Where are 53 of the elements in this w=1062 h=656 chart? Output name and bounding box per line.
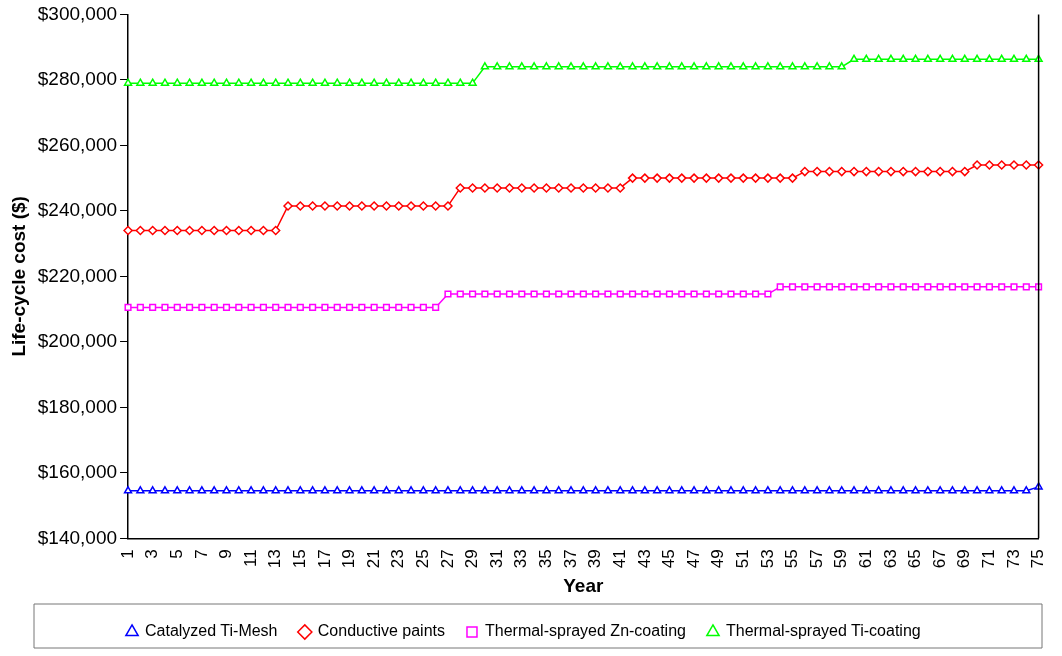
legend-label: Conductive paints [317, 622, 445, 640]
x-tick-label: 39 [585, 549, 605, 569]
x-tick-label: 63 [880, 549, 900, 569]
x-tick-label: 13 [265, 549, 285, 569]
x-tick-label: 47 [683, 549, 703, 569]
x-tick-label: 65 [905, 549, 925, 569]
x-tick-label: 23 [388, 549, 408, 569]
y-tick-label: $220,000 [37, 264, 118, 286]
x-axis-title: Year [563, 574, 604, 596]
y-tick-label: $280,000 [37, 68, 118, 90]
x-tick-label: 31 [486, 549, 506, 569]
x-tick-label: 17 [314, 549, 334, 569]
y-tick-label: $180,000 [37, 395, 118, 417]
x-tick-label: 25 [413, 549, 433, 569]
x-tick-label: 9 [216, 549, 236, 559]
x-tick-label: 57 [806, 549, 826, 569]
x-tick-label: 19 [339, 549, 359, 569]
y-tick-label: $200,000 [37, 330, 118, 352]
x-tick-label: 37 [560, 549, 580, 569]
x-tick-label: 59 [831, 549, 851, 569]
x-tick-label: 61 [856, 549, 876, 569]
x-tick-label: 43 [634, 549, 654, 569]
x-tick-label: 35 [536, 549, 556, 569]
x-tick-label: 21 [363, 549, 383, 569]
x-tick-label: 69 [954, 549, 974, 569]
y-tick-label: $240,000 [37, 199, 118, 221]
x-tick-label: 15 [290, 549, 309, 569]
x-tick-label: 27 [437, 549, 457, 569]
legend-label: Catalyzed Ti-Mesh [145, 622, 278, 640]
x-tick-label: 49 [708, 549, 728, 569]
x-tick-label: 55 [782, 549, 802, 569]
x-tick-label: 7 [191, 549, 211, 559]
legend-label: Thermal-sprayed Zn-coating [484, 622, 686, 640]
x-tick-label: 51 [732, 549, 752, 569]
y-tick-label: $140,000 [37, 526, 118, 548]
x-tick-label: 53 [757, 549, 777, 569]
y-tick-label: $160,000 [37, 461, 118, 483]
x-tick-label: 45 [659, 549, 679, 569]
x-tick-label: 1 [117, 549, 137, 559]
legend-label: Thermal-sprayed Ti-coating [725, 622, 921, 640]
x-tick-label: 33 [511, 549, 531, 569]
x-tick-label: 5 [166, 549, 186, 559]
x-tick-label: 75 [1028, 549, 1048, 569]
x-tick-label: 73 [1003, 549, 1023, 569]
x-tick-label: 3 [142, 549, 162, 559]
y-tick-label: $260,000 [37, 133, 118, 155]
x-tick-label: 67 [929, 549, 949, 569]
x-tick-label: 29 [462, 549, 482, 569]
y-axis-title: Life-cycle cost ($) [7, 196, 29, 357]
x-tick-label: 11 [240, 549, 260, 567]
x-tick-label: 41 [609, 549, 629, 569]
y-tick-label: $300,000 [37, 2, 118, 24]
x-tick-label: 71 [979, 549, 999, 569]
